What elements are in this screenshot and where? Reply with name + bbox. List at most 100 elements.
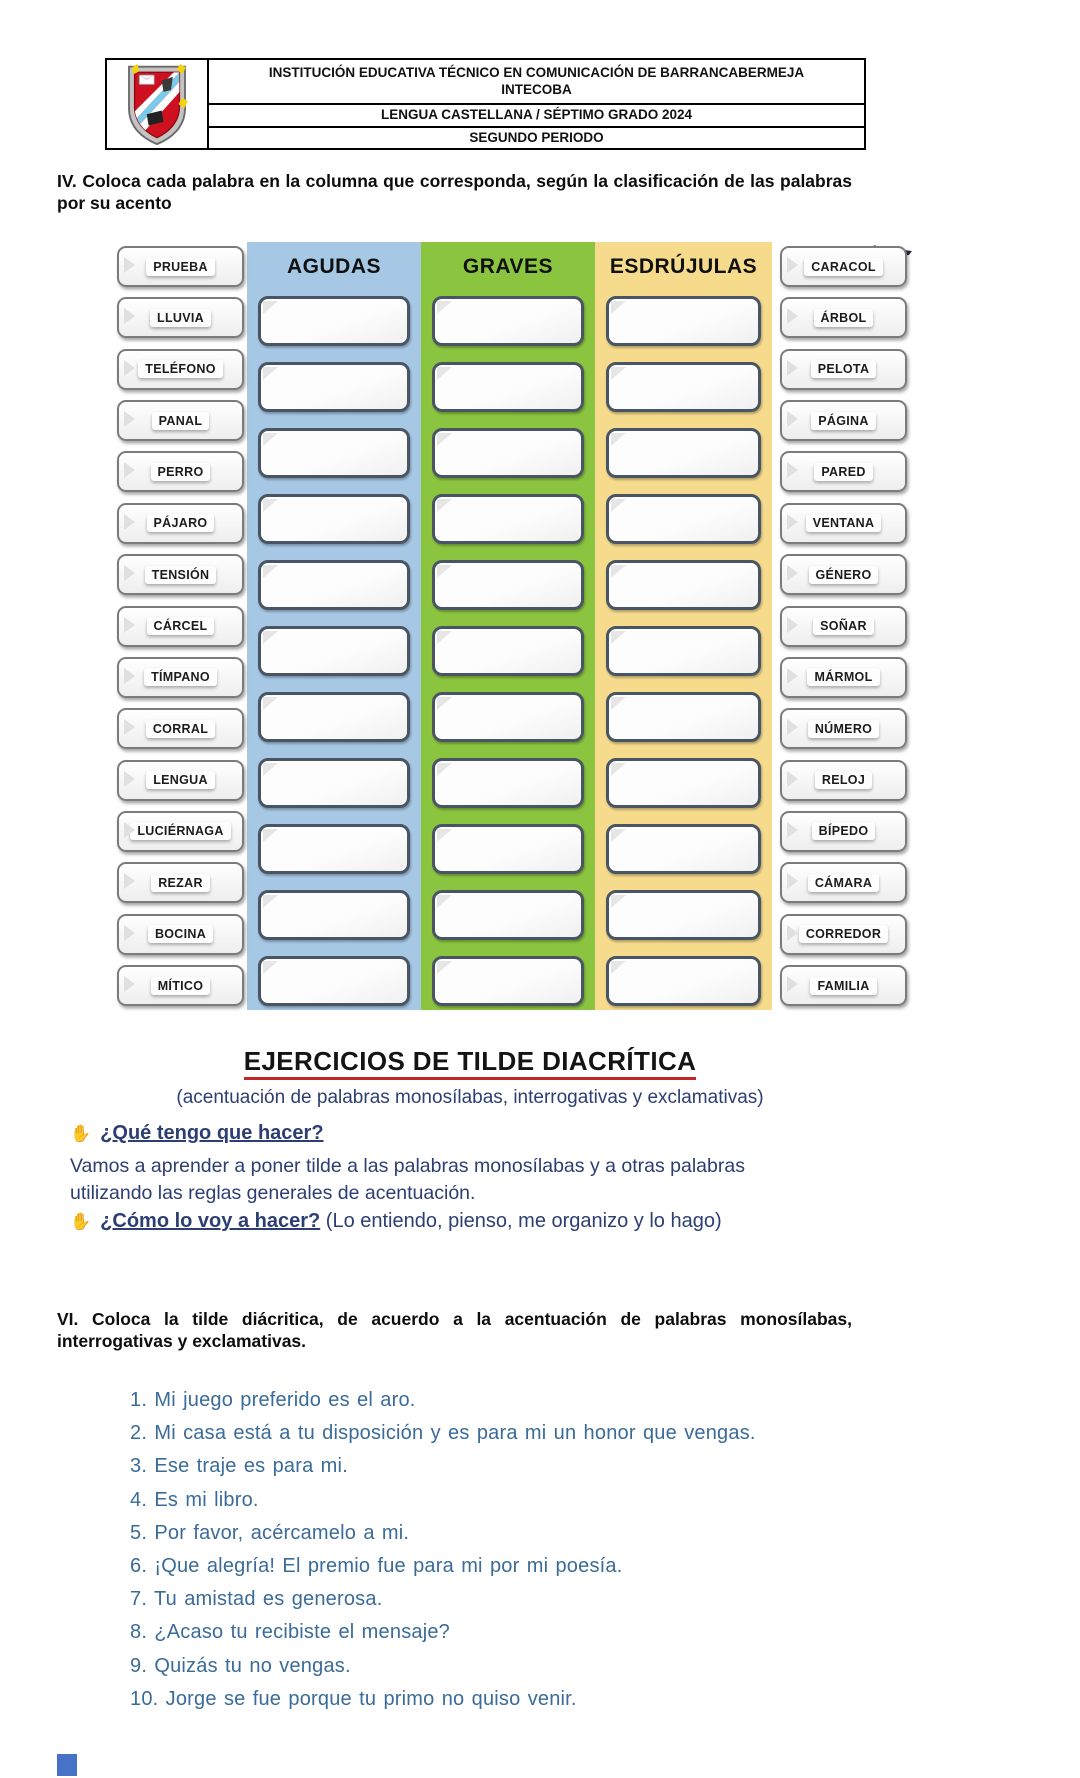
word-chip-perro[interactable]: PERRO	[117, 451, 244, 493]
drop-slot-agudas-1[interactable]	[258, 296, 410, 346]
drop-slot-graves-11[interactable]	[432, 956, 584, 1006]
school-logo-cell	[107, 60, 209, 148]
word-chip-luciernaga[interactable]: LUCIÉRNAGA	[117, 810, 244, 852]
section-title: EJERCICIOS DE TILDE DIACRÍTICA	[243, 1046, 697, 1080]
word-chip-lengua[interactable]: LENGUA	[117, 759, 244, 801]
word-chip-label: RELOJ	[814, 771, 873, 790]
word-chip-label: PÁGINA	[811, 411, 876, 430]
drop-slot-esdrujulas-1[interactable]	[606, 296, 761, 346]
drop-slot-agudas-8[interactable]	[258, 758, 410, 808]
drop-slot-agudas-7[interactable]	[258, 692, 410, 742]
exercise-iv-instruction: IV. Coloca cada palabra en la columna qu…	[57, 171, 852, 214]
drop-slot-agudas-11[interactable]	[258, 956, 410, 1006]
word-chip-numero[interactable]: NÚMERO	[780, 708, 907, 750]
guide-question-2-note: (Lo entiendo, pienso, me organizo y lo h…	[320, 1210, 722, 1232]
drop-slot-agudas-5[interactable]	[258, 560, 410, 610]
word-chip-familia[interactable]: FAMILIA	[780, 965, 907, 1007]
drop-slot-graves-2[interactable]	[432, 362, 584, 412]
institution-name-line1: INSTITUCIÓN EDUCATIVA TÉCNICO EN COMUNIC…	[268, 65, 805, 81]
word-chip-mitico[interactable]: MÍTICO	[117, 965, 244, 1007]
word-chip-label: PARED	[814, 462, 873, 481]
drop-slot-agudas-3[interactable]	[258, 428, 410, 478]
word-chip-arbol[interactable]: ÁRBOL	[780, 297, 907, 339]
word-chip-rezar[interactable]: REZAR	[117, 862, 244, 904]
drop-slot-agudas-6[interactable]	[258, 626, 410, 676]
drop-slot-esdrujulas-8[interactable]	[606, 758, 761, 808]
word-chip-label: LENGUA	[146, 771, 215, 790]
sentence-item-5: 5. Por favor, acércamelo a mi.	[130, 1521, 410, 1544]
word-chip-telefono[interactable]: TELÉFONO	[117, 348, 244, 390]
drop-slot-esdrujulas-6[interactable]	[606, 626, 761, 676]
drop-slot-esdrujulas-10[interactable]	[606, 890, 761, 940]
exercise-vi-instruction: VI. Coloca la tilde diácritica, de acuer…	[57, 1309, 852, 1352]
drop-slot-graves-7[interactable]	[432, 692, 584, 742]
column-esdrujulas: ESDRÚJULAS	[595, 242, 772, 1010]
word-chip-label: ÁRBOL	[813, 308, 874, 327]
word-chip-label: FAMILIA	[810, 976, 877, 995]
word-chip-label: PRUEBA	[146, 257, 215, 276]
column-agudas: AGUDAS	[247, 242, 421, 1010]
drop-slot-graves-10[interactable]	[432, 890, 584, 940]
word-chip-corral[interactable]: CORRAL	[117, 708, 244, 750]
sentence-item-3: 3. Ese traje es para mi.	[130, 1455, 348, 1478]
word-chip-panal[interactable]: PANAL	[117, 400, 244, 442]
word-chip-ventana[interactable]: VENTANA	[780, 502, 907, 544]
column-graves: GRAVES	[421, 242, 595, 1010]
drop-slot-graves-4[interactable]	[432, 494, 584, 544]
drop-slot-graves-9[interactable]	[432, 824, 584, 874]
drop-slot-agudas-10[interactable]	[258, 890, 410, 940]
drop-slot-graves-5[interactable]	[432, 560, 584, 610]
drop-slot-esdrujulas-4[interactable]	[606, 494, 761, 544]
word-chip-caracol[interactable]: CARACOL	[780, 246, 907, 287]
drop-slot-graves-3[interactable]	[432, 428, 584, 478]
column-header-agudas: AGUDAS	[286, 255, 381, 278]
drop-slot-esdrujulas-7[interactable]	[606, 692, 761, 742]
word-chip-genero[interactable]: GÉNERO	[780, 554, 907, 596]
drop-slot-agudas-4[interactable]	[258, 494, 410, 544]
word-chip-timpano[interactable]: TÍMPANO	[117, 656, 244, 698]
school-crest-icon	[128, 63, 188, 146]
word-chip-prueba[interactable]: PRUEBA	[117, 246, 244, 287]
word-chip-label: CÁRCEL	[146, 617, 215, 636]
word-chip-label: REZAR	[151, 873, 210, 892]
word-chip-sonar[interactable]: SOÑAR	[780, 605, 907, 647]
word-chip-label: CARACOL	[804, 257, 883, 276]
institution-header: INSTITUCIÓN EDUCATIVA TÉCNICO EN COMUNIC…	[105, 58, 866, 150]
drop-slot-graves-8[interactable]	[432, 758, 584, 808]
word-chip-label: TELÉFONO	[138, 360, 223, 379]
word-chip-label: PERRO	[150, 462, 211, 481]
word-chip-pajaro[interactable]: PÁJARO	[117, 502, 244, 544]
word-chip-bocina[interactable]: BOCINA	[117, 913, 244, 955]
word-chip-label: LLUVIA	[150, 308, 211, 327]
word-chip-pagina[interactable]: PÁGINA	[780, 400, 907, 442]
column-header-esdrujulas: ESDRÚJULAS	[609, 255, 758, 278]
institution-name: INSTITUCIÓN EDUCATIVA TÉCNICO EN COMUNIC…	[209, 60, 864, 105]
period-row: SEGUNDO PERIODO	[469, 129, 604, 145]
word-chip-tension[interactable]: TENSIÓN	[117, 554, 244, 596]
guide-question-2-text: ¿Cómo lo voy a hacer?	[100, 1210, 321, 1232]
drop-slot-esdrujulas-11[interactable]	[606, 956, 761, 1006]
drop-slot-esdrujulas-3[interactable]	[606, 428, 761, 478]
word-chip-lluvia[interactable]: LLUVIA	[117, 297, 244, 339]
drop-slot-esdrujulas-9[interactable]	[606, 824, 761, 874]
sentence-item-7: 7. Tu amistad es generosa.	[130, 1588, 383, 1611]
drop-slot-graves-1[interactable]	[432, 296, 584, 346]
word-chip-corredor[interactable]: CORREDOR	[780, 913, 907, 955]
drop-slot-agudas-9[interactable]	[258, 824, 410, 874]
word-chip-label: NÚMERO	[807, 719, 880, 738]
word-chip-pared[interactable]: PARED	[780, 451, 907, 493]
drop-slot-esdrujulas-5[interactable]	[606, 560, 761, 610]
word-chip-label: BÍPEDO	[811, 822, 876, 841]
drop-slot-esdrujulas-2[interactable]	[606, 362, 761, 412]
word-chip-camara[interactable]: CÁMARA	[780, 862, 907, 904]
word-chip-carcel[interactable]: CÁRCEL	[117, 605, 244, 647]
word-chip-bipedo[interactable]: BÍPEDO	[780, 810, 907, 852]
word-chip-marmol[interactable]: MÁRMOL	[780, 656, 907, 698]
word-chip-reloj[interactable]: RELOJ	[780, 759, 907, 801]
drop-slot-graves-6[interactable]	[432, 626, 584, 676]
drop-slot-agudas-2[interactable]	[258, 362, 410, 412]
word-chip-pelota[interactable]: PELOTA	[780, 348, 907, 390]
sentence-item-6: 6. ¡Que alegría! El premio fue para mi p…	[130, 1555, 623, 1578]
